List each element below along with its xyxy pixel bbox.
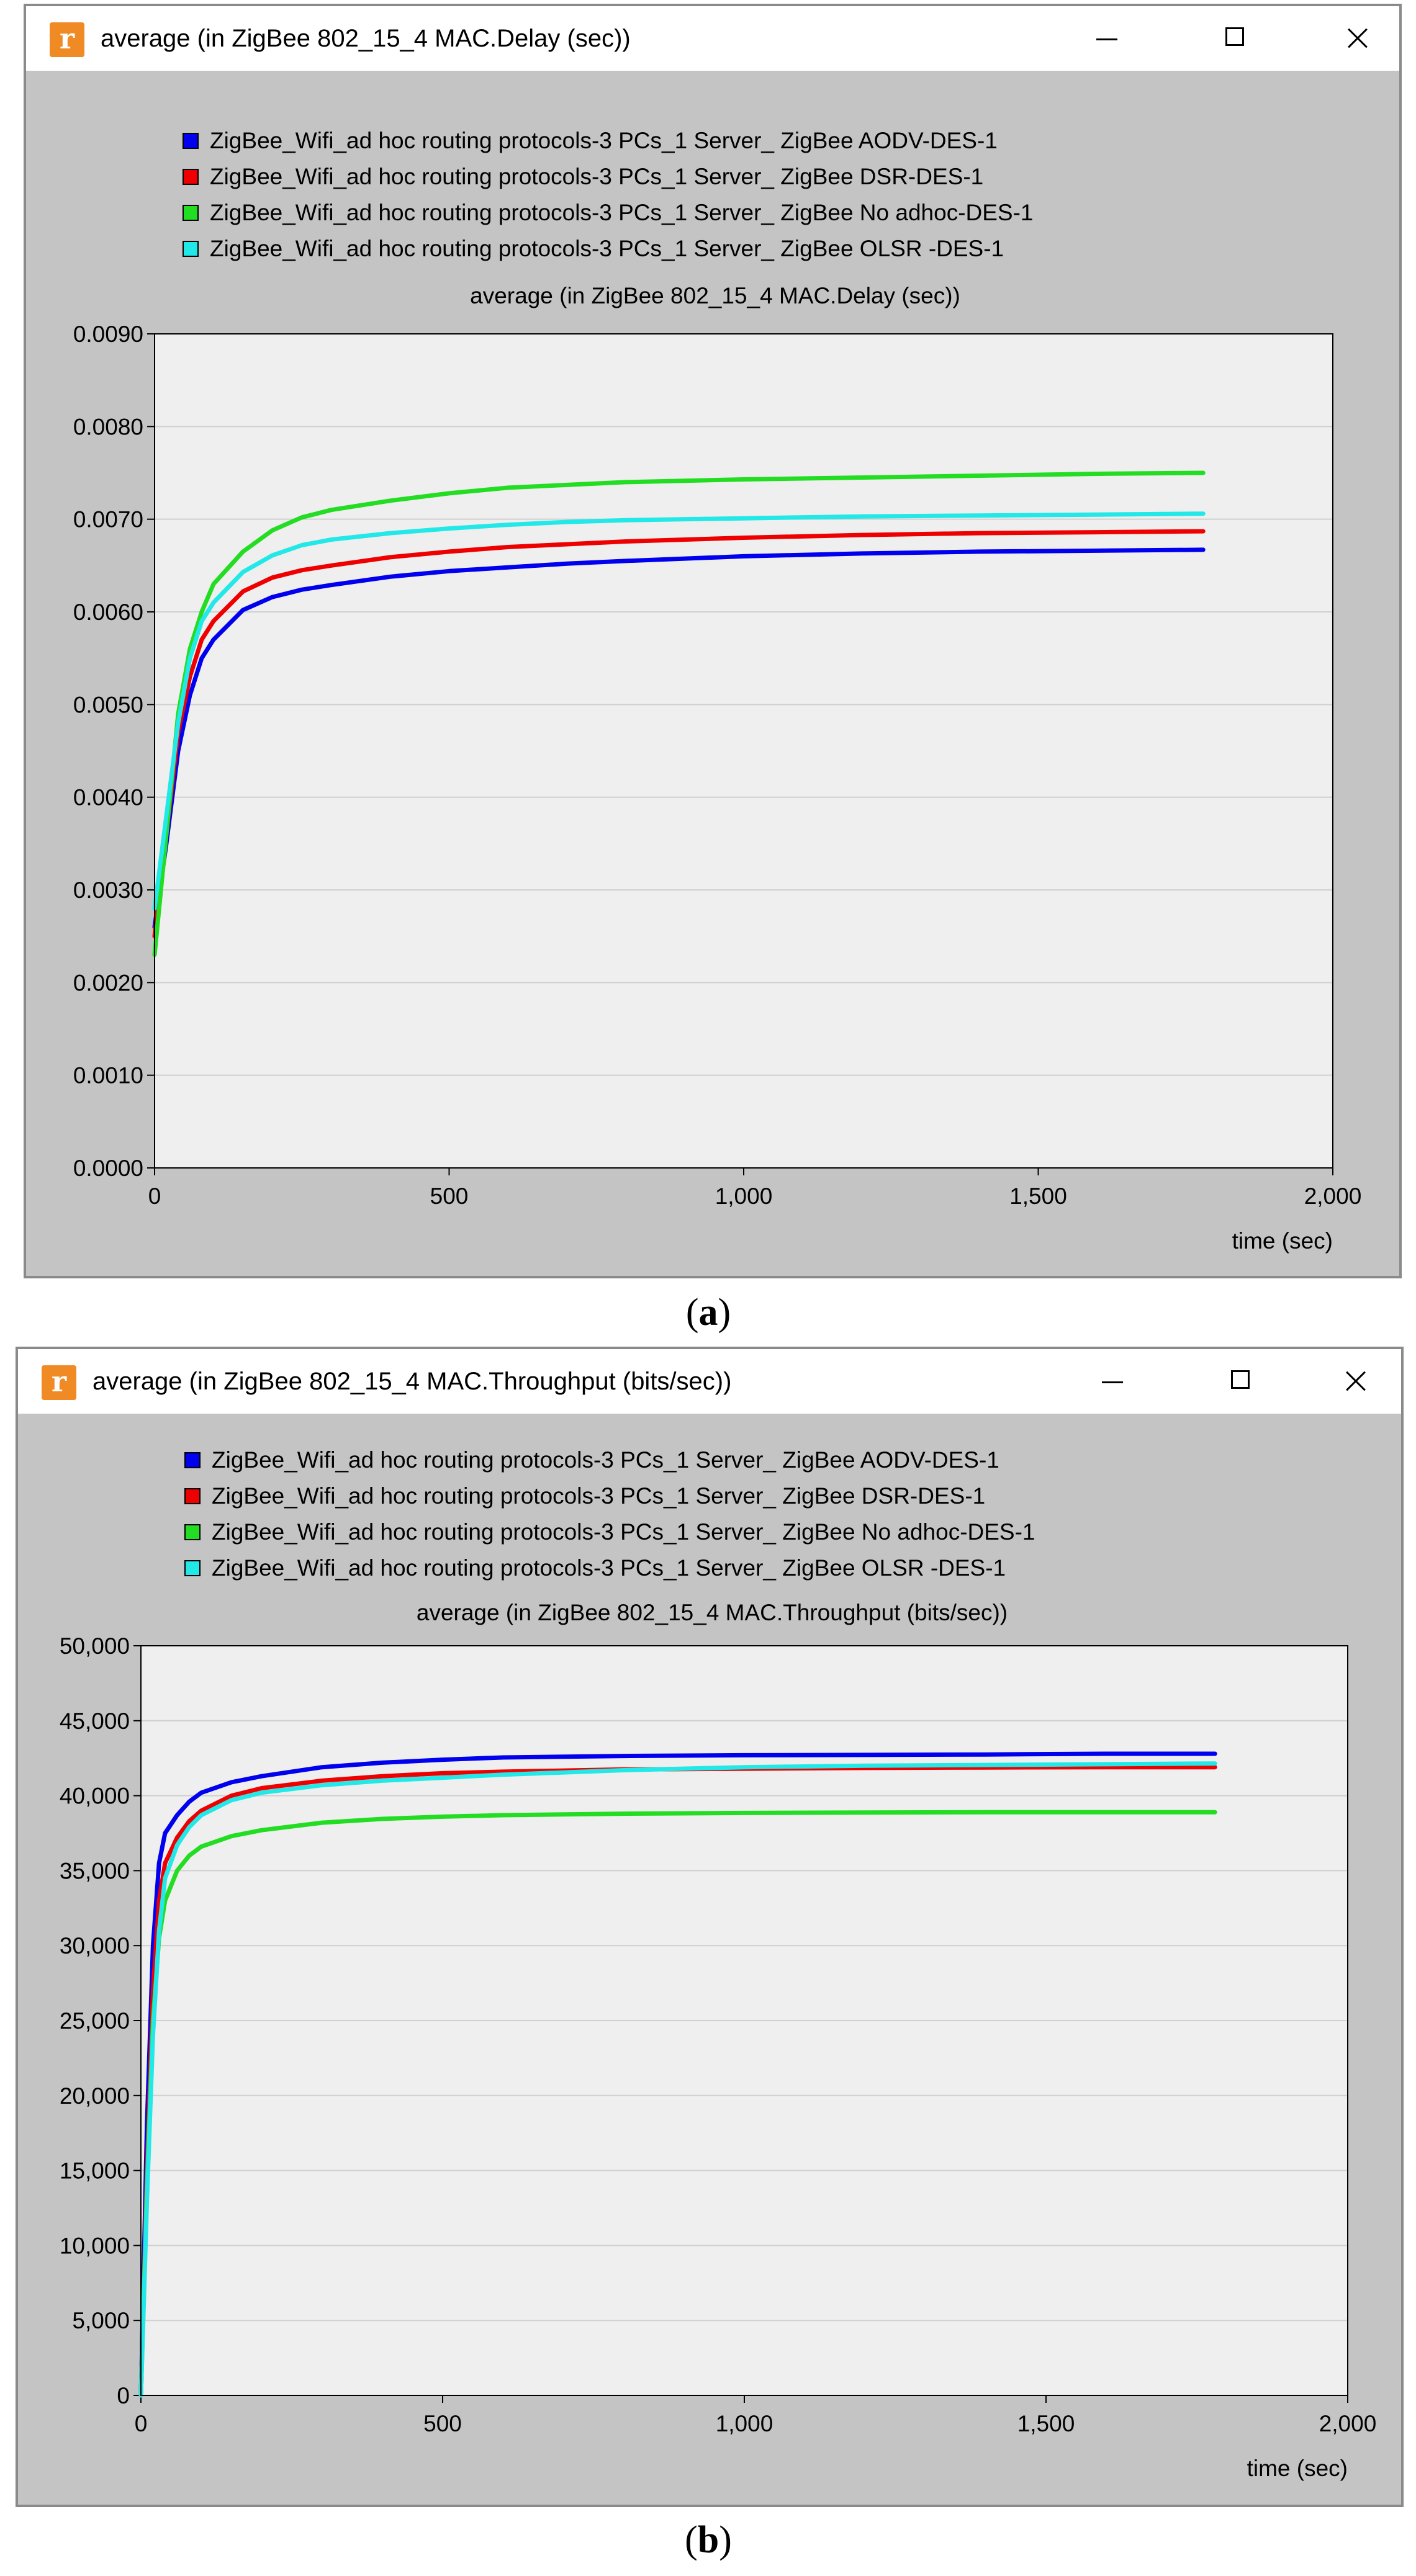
series-line bbox=[152, 511, 1206, 911]
y-tick-label: 15,000 bbox=[60, 2158, 130, 2184]
y-tick-label: 35,000 bbox=[60, 1858, 130, 1883]
legend-label: ZigBee_Wifi_ad hoc routing protocols-3 P… bbox=[210, 236, 1004, 261]
maximize-icon[interactable] bbox=[1213, 20, 1256, 57]
y-tick-label: 20,000 bbox=[60, 2083, 130, 2109]
y-tick-label: 40,000 bbox=[60, 1784, 130, 1809]
legend-swatch bbox=[183, 169, 199, 185]
line-chart-delay: 0.0000 0.0010 0.0020 0.0030 0.0040 0.0050 0.00… bbox=[73, 321, 1362, 1254]
plot-frame bbox=[140, 1645, 1348, 2396]
legend-label: ZigBee_Wifi_ad hoc routing protocols-3 P… bbox=[212, 1519, 1035, 1545]
x-tick-label: 500 bbox=[423, 2411, 462, 2436]
window-title: average (in ZigBee 802_15_4 MAC.Delay (s… bbox=[101, 25, 631, 52]
legend-label: ZigBee_Wifi_ad hoc routing protocols-3 P… bbox=[210, 128, 998, 153]
minimize-icon[interactable] bbox=[1085, 20, 1129, 57]
legend-label: ZigBee_Wifi_ad hoc routing protocols-3 P… bbox=[210, 200, 1034, 225]
caption-letter: a bbox=[698, 1291, 718, 1334]
app-logo-icon: r bbox=[50, 22, 84, 57]
y-tick-label: 0.0060 bbox=[73, 599, 143, 625]
y-tick-label: 0.0090 bbox=[73, 321, 143, 347]
plot-title: average (in ZigBee 802_15_4 MAC.Throughp… bbox=[416, 1600, 1008, 1625]
series-line bbox=[138, 1751, 1217, 2398]
x-axis-label: time (sec) bbox=[1232, 1228, 1333, 1254]
legend-label: ZigBee_Wifi_ad hoc routing protocols-3 P… bbox=[210, 164, 984, 189]
window-titlebar: r average (in ZigBee 802_15_4 MAC.Delay … bbox=[26, 6, 1399, 71]
figure-caption-b: (b) bbox=[685, 2519, 732, 2561]
legend-swatch bbox=[183, 241, 199, 257]
plot-frame bbox=[154, 333, 1333, 1169]
y-tick-label: 0.0080 bbox=[73, 414, 143, 439]
y-tick-label: 10,000 bbox=[60, 2233, 130, 2258]
figure-caption-a: (a) bbox=[685, 1291, 731, 1334]
chart-window-throughput: r average (in ZigBee 802_15_4 MAC.Throug… bbox=[16, 1347, 1404, 2507]
y-tick-label: 0 bbox=[117, 2383, 130, 2408]
window-titlebar: r average (in ZigBee 802_15_4 MAC.Throug… bbox=[18, 1349, 1401, 1414]
legend-swatch bbox=[184, 1488, 201, 1504]
y-tick-label: 0.0040 bbox=[73, 785, 143, 810]
y-tick-label: 0.0070 bbox=[73, 507, 143, 532]
legend-label: ZigBee_Wifi_ad hoc routing protocols-3 P… bbox=[212, 1447, 999, 1473]
series-line bbox=[152, 529, 1206, 939]
series-line bbox=[138, 1761, 1217, 2398]
line-chart-throughput: 0 5,000 10,000 15,000 20,000 25,000 30,000 35,0… bbox=[60, 1633, 1377, 2481]
x-tick-label: 2,000 bbox=[1304, 1183, 1362, 1209]
minimize-icon[interactable] bbox=[1091, 1363, 1134, 1400]
legend-swatch bbox=[183, 133, 199, 149]
x-tick-label: 1,500 bbox=[1009, 1183, 1067, 1209]
x-axis-label: time (sec) bbox=[1247, 2456, 1348, 2481]
legend-swatch bbox=[184, 1452, 201, 1468]
y-tick-label: 0.0030 bbox=[73, 877, 143, 903]
y-tick-label: 0.0050 bbox=[73, 692, 143, 717]
app-logo-icon: r bbox=[42, 1365, 76, 1400]
plot-area bbox=[155, 334, 1333, 1168]
y-tick-label: 25,000 bbox=[60, 2008, 130, 2034]
x-tick-label: 500 bbox=[430, 1183, 469, 1209]
y-tick-label: 0.0020 bbox=[73, 970, 143, 995]
y-tick-label: 5,000 bbox=[72, 2308, 130, 2333]
y-tick-label: 50,000 bbox=[60, 1633, 130, 1659]
y-tick-label: 0.0010 bbox=[73, 1063, 143, 1088]
x-tick-label: 0 bbox=[135, 2411, 148, 2436]
plot-title: average (in ZigBee 802_15_4 MAC.Delay (s… bbox=[470, 283, 960, 308]
window-title: average (in ZigBee 802_15_4 MAC.Throughp… bbox=[92, 1368, 732, 1395]
x-tick-label: 1,000 bbox=[715, 1183, 773, 1209]
x-tick-label: 1,000 bbox=[716, 2411, 773, 2436]
y-tick-label: 45,000 bbox=[60, 1708, 130, 1734]
legend-swatch bbox=[184, 1524, 201, 1540]
caption-letter: b bbox=[697, 2519, 719, 2561]
legend-swatch bbox=[183, 205, 199, 221]
maximize-icon[interactable] bbox=[1219, 1363, 1262, 1400]
x-tick-label: 1,500 bbox=[1017, 2411, 1075, 2436]
legend-swatch bbox=[184, 1560, 201, 1576]
x-tick-label: 0 bbox=[148, 1183, 161, 1209]
x-tick-label: 2,000 bbox=[1319, 2411, 1377, 2436]
legend-label: ZigBee_Wifi_ad hoc routing protocols-3 P… bbox=[212, 1555, 1006, 1581]
legend-label: ZigBee_Wifi_ad hoc routing protocols-3 P… bbox=[212, 1483, 986, 1509]
chart-window-delay: r average (in ZigBee 802_15_4 MAC.Delay … bbox=[24, 4, 1402, 1278]
y-tick-label: 30,000 bbox=[60, 1933, 130, 1959]
y-tick-label: 0.0000 bbox=[73, 1156, 143, 1181]
series-line bbox=[152, 470, 1206, 957]
series-line bbox=[152, 547, 1206, 930]
